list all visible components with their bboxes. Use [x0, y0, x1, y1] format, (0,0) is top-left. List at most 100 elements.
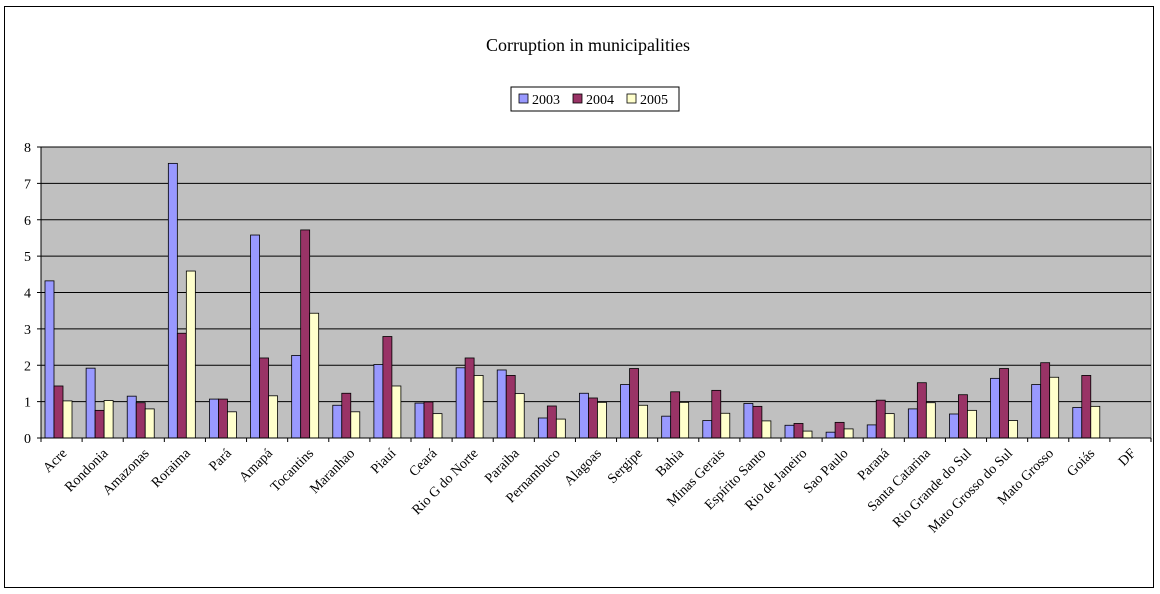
bar-2004-Espírito Santo — [752, 405, 763, 439]
bar-2003-Maranhao — [332, 404, 343, 439]
x-tick-label: Bahia — [653, 446, 687, 480]
bar-2004-Tocantins — [300, 229, 311, 439]
bar-2003-Paraná — [866, 424, 877, 439]
bar-2003-Rio G do Norte — [455, 367, 466, 439]
bar-2003-Acre — [44, 280, 55, 439]
y-tick-label: 8 — [24, 141, 31, 156]
bar-2004-Rondonia — [94, 409, 105, 439]
bar-2005-Amazonas — [144, 408, 155, 439]
bar-2005-Maranhao — [350, 411, 361, 439]
x-tick-label: Sergipe — [605, 446, 646, 487]
bar-2005-Acre — [62, 400, 73, 439]
bar-2005-Amapá — [268, 395, 278, 439]
bar-2004-Amapá — [259, 357, 269, 439]
bar-2004-Sao Paulo — [834, 421, 845, 439]
gridlines — [41, 146, 1151, 403]
y-tick-labels: 0 1 2 3 4 5 6 7 8 — [24, 141, 31, 447]
bar-2005-Pernambuco — [555, 418, 566, 439]
bar-2003-Rio de Janeiro — [784, 424, 795, 439]
bar-2005-Mato Grosso — [1049, 376, 1060, 439]
bar-2004-Santa Catarina — [916, 382, 927, 439]
bar-2004-Acre — [53, 385, 64, 439]
bar-2005-Sergipe — [638, 404, 648, 439]
bar-2005-Rio G do Norte — [473, 375, 484, 439]
bar-2003-Pernambuco — [537, 417, 548, 439]
bar-2005-Espírito Santo — [761, 420, 772, 439]
chart-legend: 2003 2004 2005 — [510, 86, 680, 112]
bar-2005-Paraná — [884, 413, 895, 439]
x-tick-label: DF — [1116, 446, 1139, 469]
bar-2005-Pará — [227, 411, 237, 439]
bar-2005-Mato Grosso do Sul — [1008, 420, 1018, 439]
chart-frame: Corruption in municipalities 2003 2004 200… — [4, 6, 1154, 588]
bar-2003-Rondonia — [85, 367, 96, 439]
bar-2005-Roraima — [185, 270, 196, 439]
y-tick-label: 3 — [24, 323, 31, 338]
x-tick-label: Piauí — [368, 446, 399, 477]
legend-label-2003: 2003 — [532, 93, 560, 108]
bar-2004-Maranhao — [341, 392, 352, 439]
bar-2004-Mato Grosso do Sul — [999, 368, 1009, 439]
bar-2005-Tocantins — [309, 312, 320, 439]
legend-label-2004: 2004 — [586, 93, 614, 108]
bar-2004-Rio G do Norte — [464, 357, 475, 439]
x-tick-label: Goiás — [1064, 446, 1098, 480]
axes — [37, 146, 1152, 442]
bar-2003-Goiás — [1072, 407, 1083, 439]
x-tick-label: Paraná — [855, 446, 893, 484]
bar-2005-Sao Paulo — [843, 428, 854, 439]
y-tick-label: 5 — [24, 250, 31, 265]
bar-2004-Sergipe — [629, 368, 639, 439]
bar-2004-Paraná — [875, 399, 886, 439]
bar-2004-Bahia — [670, 391, 681, 439]
bar-chart: Corruption in municipalities 2003 2004 200… — [24, 35, 1152, 537]
bar-2003-Bahia — [661, 415, 672, 439]
y-tick-label: 7 — [24, 177, 31, 192]
x-tick-label: Amapá — [237, 446, 277, 486]
x-tick-label: Alagoas — [562, 446, 605, 489]
legend-swatch-2003 — [518, 93, 529, 104]
bar-2005-Paraiba — [514, 393, 525, 439]
bar-2003-Ceará — [414, 402, 425, 439]
bar-2005-Bahia — [679, 401, 690, 439]
bar-2003-Santa Catarina — [907, 408, 918, 439]
bar-2004-Ceará — [423, 401, 434, 439]
bar-2005-Rio de Janeiro — [802, 430, 813, 439]
x-tick-label: Ceará — [407, 446, 441, 480]
bar-2004-Piauí — [382, 336, 393, 439]
bar-2004-Goiás — [1081, 375, 1092, 439]
bar-2003-Sergipe — [620, 384, 630, 439]
bar-2003-Amazonas — [126, 395, 137, 439]
bar-2003-Roraima — [167, 162, 178, 439]
bar-2004-Alagoas — [588, 397, 598, 439]
bars — [44, 162, 1101, 439]
legend-label-2005: 2005 — [640, 93, 668, 108]
bar-2003-Alagoas — [579, 392, 589, 439]
bar-2005-Minas Gerais — [720, 412, 731, 439]
bar-2004-Rio de Janeiro — [793, 423, 804, 439]
x-tick-label: Sao Paulo — [801, 446, 851, 496]
bar-2005-Rondonia — [103, 400, 114, 439]
bar-2003-Amapá — [250, 234, 260, 439]
bar-2003-Mato Grosso — [1031, 384, 1042, 439]
bar-2003-Pará — [209, 398, 219, 439]
bar-2005-Ceará — [432, 413, 443, 439]
legend-swatch-2005 — [626, 93, 637, 104]
x-tick-label: Roraima — [149, 446, 194, 491]
x-tick-label: Maranhao — [307, 446, 358, 497]
bar-2003-Espírito Santo — [743, 403, 754, 439]
legend-box — [510, 86, 680, 112]
bar-2004-Pará — [218, 398, 228, 439]
bar-2004-Minas Gerais — [711, 389, 722, 439]
bar-2004-Roraima — [176, 332, 187, 439]
bar-2003-Paraiba — [496, 369, 507, 439]
bar-2003-Minas Gerais — [702, 420, 713, 439]
bar-2004-Amazonas — [135, 402, 146, 439]
bar-2005-Alagoas — [597, 401, 607, 439]
legend-swatch-2004 — [572, 93, 583, 104]
bar-2003-Sao Paulo — [825, 431, 836, 439]
bar-2005-Rio Grande do Sul — [967, 409, 977, 439]
bar-2003-Rio Grande do Sul — [949, 413, 959, 439]
y-tick-label: 1 — [24, 396, 31, 411]
